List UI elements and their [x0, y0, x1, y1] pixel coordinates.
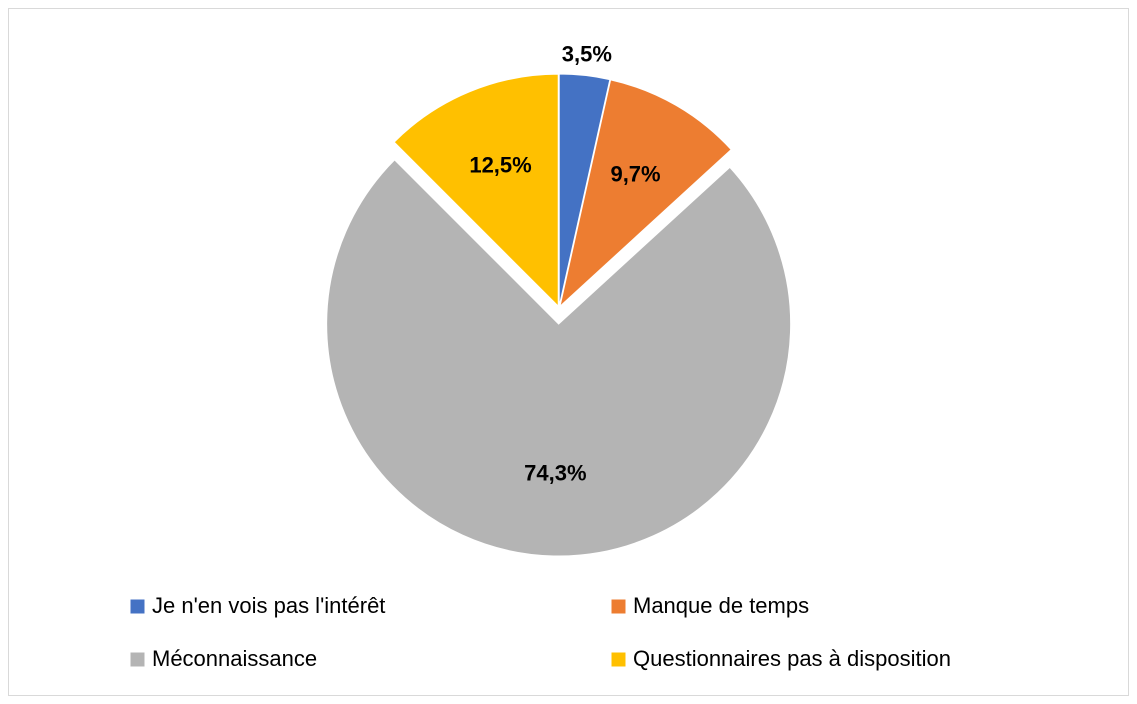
- pie-slice: [559, 79, 732, 308]
- legend-marker: [129, 598, 146, 615]
- pie-slice: [393, 73, 559, 308]
- legend-label: Manque de temps: [633, 593, 809, 618]
- pie-slice: [326, 159, 792, 557]
- legend-label: Méconnaissance: [152, 646, 317, 671]
- legend-marker: [129, 651, 146, 668]
- data-label: 74,3%: [524, 461, 586, 486]
- data-label: 9,7%: [610, 162, 660, 187]
- legend-marker: [610, 651, 627, 668]
- data-label: 12,5%: [469, 153, 531, 178]
- legend-marker: [610, 598, 627, 615]
- pie-slice: [558, 73, 611, 307]
- legend-label: Je n'en vois pas l'intérêt: [152, 593, 385, 618]
- data-label: 3,5%: [562, 41, 612, 66]
- legend-label: Questionnaires pas à disposition: [633, 646, 951, 671]
